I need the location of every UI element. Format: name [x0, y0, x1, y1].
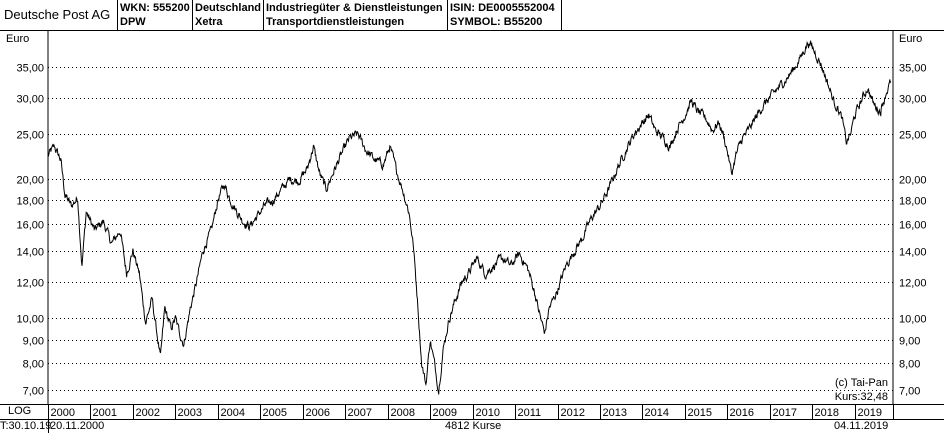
x-tick-label: 2011 — [518, 407, 542, 419]
y-tick-label-right: 14,00 — [899, 247, 927, 259]
x-tick-label: 2007 — [348, 407, 372, 419]
y-tick-label: 25,00 — [16, 130, 44, 142]
y-tick-labels-left: 7,00 8,00 9,00 10,00 12,00 14,00 16,00 18,00 20,… — [16, 63, 44, 398]
x-tick-label: 2013 — [603, 407, 627, 419]
y-tick-label: 14,00 — [16, 247, 44, 259]
y-tick-label-right: 25,00 — [899, 130, 927, 142]
range-start-cut-label: T:30.10.19 — [0, 420, 52, 432]
y-tick-label: 16,00 — [16, 220, 44, 232]
wkn-cell: WKN: 555200 DPW — [118, 0, 193, 30]
y-tick-label-right: 35,00 — [899, 63, 927, 75]
instrument-header: Deutsche Post AG WKN: 555200 DPW Deutsch… — [0, 0, 944, 31]
exchange-label: Xetra — [195, 16, 223, 28]
x-tick-label: 2012 — [561, 407, 585, 419]
isin-label: ISIN: DE0005552004 — [450, 2, 555, 14]
isin-cell: ISIN: DE0005552004 SYMBOL: B55200 — [448, 0, 562, 30]
x-tick-label: 2006 — [306, 407, 330, 419]
y-tick-label-right: 20,00 — [899, 175, 927, 187]
x-tick-label: 2000 — [51, 407, 75, 419]
plot-frame — [47, 30, 894, 405]
price-chart: 7,00 8,00 9,00 10,00 12,00 14,00 16,00 18,00 20,… — [6, 30, 927, 405]
y-tick-label-right: 16,00 — [899, 220, 927, 232]
x-tick-label: 2015 — [688, 407, 712, 419]
y-tick-label-right: 7,00 — [899, 386, 920, 398]
y-tick-label: 7,00 — [23, 386, 44, 398]
y-tick-label: 30,00 — [16, 94, 44, 106]
count-label: 4812 Kurse — [445, 420, 502, 432]
instrument-name: Deutsche Post AG — [0, 0, 118, 30]
x-tick-label: 2001 — [93, 407, 117, 419]
x-tick-label: 2009 — [433, 407, 457, 419]
x-tick-label: 2003 — [178, 407, 202, 419]
y-tick-label: 10,00 — [16, 314, 44, 326]
x-tick-label: 2008 — [391, 407, 415, 419]
x-tick-label: 2019 — [858, 407, 882, 419]
sector-label: Industriegüter & Dienstleistungen — [266, 2, 443, 14]
scale-mode-label: LOG — [8, 405, 32, 417]
x-tick-label: 2017 — [773, 407, 797, 419]
x-tick-label: 2018 — [815, 407, 839, 419]
start-date-label: 20.11.2000 — [50, 420, 105, 432]
x-tick-label: 2005 — [263, 407, 287, 419]
x-tick-label: 2014 — [645, 407, 669, 419]
y-tick-label-right: 10,00 — [899, 314, 927, 326]
y-tick-label: 35,00 — [16, 63, 44, 75]
unit-label-right: Euro — [899, 33, 922, 45]
y-tick-label-right: 30,00 — [899, 94, 927, 106]
country-label: Deutschland — [195, 2, 262, 14]
y-tick-labels-right: 7,00 8,00 9,00 10,00 12,00 14,00 16,00 18,00 20,… — [899, 63, 927, 398]
sector-cell: Industriegüter & Dienstleistungen Transp… — [264, 0, 448, 30]
x-tick-label: 2016 — [730, 407, 754, 419]
copyright-label: (c) Tai-Pan — [835, 377, 888, 389]
x-tick-labels: 2000 2001 2002 2003 2004 2005 2006 2007 2008 2009… — [48, 404, 882, 419]
x-tick-label: 2002 — [136, 407, 160, 419]
y-tick-label-right: 9,00 — [899, 336, 920, 348]
x-axis: 2000 2001 2002 2003 2004 2005 2006 2007 2008 2009… — [0, 404, 944, 433]
wkn-label: WKN: 555200 — [120, 2, 190, 14]
y-tick-label: 8,00 — [23, 359, 44, 371]
y-tick-label: 9,00 — [23, 336, 44, 348]
unit-label-left: Euro — [6, 33, 29, 45]
y-tick-label: 18,00 — [16, 196, 44, 208]
y-tick-label-right: 12,00 — [899, 278, 927, 290]
industry-label: Transportdienstleistungen — [266, 16, 405, 28]
y-tick-label: 20,00 — [16, 175, 44, 187]
symbol-label: SYMBOL: B55200 — [450, 16, 543, 28]
last-price-label: Kurs:32,48 — [835, 391, 888, 403]
end-date-label: 04.11.2019 — [834, 420, 889, 432]
y-tick-label-right: 8,00 — [899, 359, 920, 371]
ticker-label: DPW — [120, 16, 146, 28]
market-cell: Deutschland Xetra — [193, 0, 264, 30]
x-tick-label: 2010 — [476, 407, 500, 419]
y-tick-label: 12,00 — [16, 278, 44, 290]
y-tick-label-right: 18,00 — [899, 196, 927, 208]
price-series-line — [47, 39, 892, 395]
y-gridlines — [48, 67, 893, 391]
time-axis-footer: 2000 2001 2002 2003 2004 2005 2006 2007 2008 2009… — [0, 404, 944, 433]
x-tick-label: 2004 — [221, 407, 245, 419]
